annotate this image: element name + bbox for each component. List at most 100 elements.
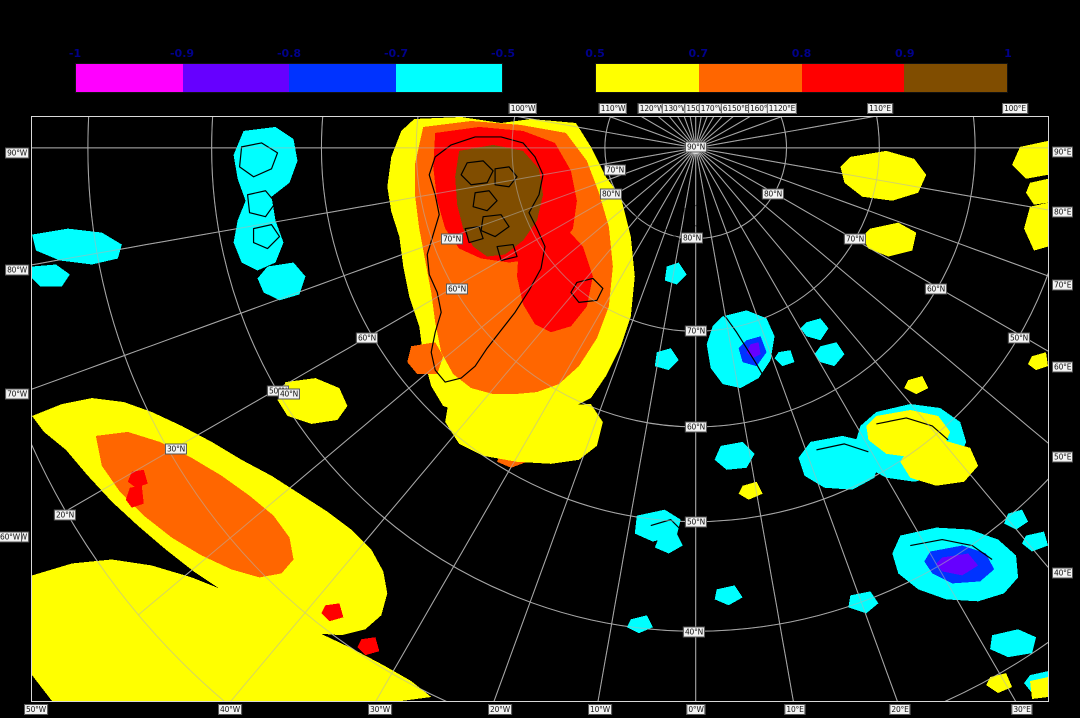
graticule-label-19: 70°N xyxy=(603,164,627,176)
graticule-label-10: 70°N xyxy=(440,233,464,245)
left-longitude-label-0: 90°W xyxy=(5,147,29,159)
bottom-longitude-label-8: 30°E xyxy=(1011,704,1033,715)
graticule-label-9: 50°N xyxy=(1007,332,1031,344)
positive-colorbar-segment-3 xyxy=(904,64,1007,92)
correlation-blob-cyan-bottom-2 xyxy=(654,533,683,554)
graticule-label-7: 70°N xyxy=(843,233,867,245)
correlation-blob-baffin-cyan xyxy=(233,126,298,271)
graticule-label-5: 40°N xyxy=(682,626,706,638)
positive-colorbar-segment-1 xyxy=(698,64,802,92)
graticule-label-0: 90°N xyxy=(684,141,708,153)
map-plot-area xyxy=(31,116,1049,702)
correlation-blob-cyan-se-2 xyxy=(1022,531,1048,552)
correlation-blob-atlantic-yellow-lobe xyxy=(32,559,432,701)
positive-colorbar-gradient xyxy=(595,63,1008,93)
map-raster-and-graticule xyxy=(32,117,1048,701)
graticule-label-4: 50°N xyxy=(684,516,708,528)
graticule-label-15: 30°N xyxy=(164,443,188,455)
right-longitude-label-1: 80°E xyxy=(1052,206,1074,218)
bottom-longitude-label-7: 20°E xyxy=(889,704,911,715)
negative-colorbar-segment-2 xyxy=(289,64,396,92)
top-longitude-label-1: 110°W xyxy=(598,103,628,114)
correlation-blob-eurasia-yellow-6 xyxy=(904,376,929,395)
positive-colorbar-segment-2 xyxy=(801,64,905,92)
correlation-blob-baffin-cyan-2 xyxy=(257,262,306,301)
correlation-blob-right-yellow-tall xyxy=(1024,202,1048,251)
negative-colorbar-tick-label-4: -0.5 xyxy=(490,47,516,60)
correlation-blob-left-cyan-small xyxy=(32,264,70,287)
negative-colorbar-tick-label-3: -0.7 xyxy=(383,47,409,60)
positive-colorbar-tick-label-0: 0.5 xyxy=(585,47,605,60)
negative-colorbar-tick-label-0: -1 xyxy=(68,47,82,60)
positive-colorbar-tick-label-4: 1 xyxy=(1004,47,1012,60)
positive-colorbar-ticks: 0.5 0.7 0.8 0.9 1 xyxy=(585,46,1012,62)
positive-colorbar-tick-label-3: 0.9 xyxy=(895,47,915,60)
negative-colorbar-segment-3 xyxy=(395,64,502,92)
correlation-blob-cyan-se-3 xyxy=(990,629,1037,658)
top-longitude-label-10: 100°E xyxy=(1002,103,1028,114)
correlation-blob-eurasia-yellow-2 xyxy=(862,222,917,257)
correlation-blob-atlantic-red-4 xyxy=(357,637,380,656)
right-longitude-label-3: 60°E xyxy=(1052,361,1074,373)
negative-colorbar-tick-label-2: -0.8 xyxy=(276,47,302,60)
correlation-blob-greenland-brown xyxy=(455,144,543,257)
correlation-blob-se-violet-core xyxy=(936,553,979,576)
graticule-label-11: 60°N xyxy=(445,283,469,295)
negative-correlation-colorbar: -1 -0.9 -0.8 -0.7 -0.5 xyxy=(69,47,515,93)
left-longitude-label-1: 80°W xyxy=(5,264,29,276)
correlation-blob-eurasia-yellow-4 xyxy=(1026,178,1048,205)
correlation-blob-cyan-speck-4 xyxy=(664,262,687,285)
graticule-label-2: 70°N xyxy=(684,325,708,337)
graticule-label-12: 60°N xyxy=(355,332,379,344)
right-longitude-label-0: 90°E xyxy=(1052,146,1074,158)
correlation-blob-cyan-speck-5 xyxy=(654,348,679,371)
bottom-longitude-label-2: 30°W xyxy=(368,704,392,715)
left-longitude-label-2: 70°W xyxy=(5,388,29,400)
top-longitude-label-0: 100°W xyxy=(508,103,538,114)
graticule-label-16: 20°N xyxy=(53,509,77,521)
bottom-longitude-label-3: 20°W xyxy=(488,704,512,715)
correlation-blob-atlantic-red-3 xyxy=(321,603,344,622)
correlation-blob-cyan-se-5 xyxy=(848,591,879,614)
negative-colorbar-tick-label-1: -0.9 xyxy=(169,47,195,60)
bottom-longitude-label-5: 0°W xyxy=(686,704,706,715)
positive-correlation-colorbar: 0.5 0.7 0.8 0.9 1 xyxy=(585,47,1012,93)
correlation-blob-asia-cyan-mid xyxy=(714,441,755,470)
graticule-label-18: 80°N xyxy=(599,188,623,200)
right-longitude-label-4: 50°E xyxy=(1052,451,1074,463)
correlation-blob-cyan-bottom-3 xyxy=(714,585,743,606)
coastlines xyxy=(238,136,993,560)
correlation-blob-atlantic-orange-core xyxy=(95,431,294,578)
graticule-label-1: 80°N xyxy=(680,232,704,244)
top-longitude-label-8: 1120°E xyxy=(766,103,798,114)
positive-colorbar-tick-label-2: 0.8 xyxy=(791,47,812,60)
correlation-blob-cyan-bottom-1 xyxy=(634,509,681,542)
graticule-label-6: 80°N xyxy=(761,188,785,200)
correlation-blob-cyan-bottom-4 xyxy=(626,615,653,634)
correlation-blob-bottom-yellow-2 xyxy=(1030,677,1048,700)
correlation-blob-bottom-yellow-1 xyxy=(986,673,1013,694)
correlation-blob-greenland-south-yellow xyxy=(445,398,603,464)
bottom-longitude-label-4: 10°W xyxy=(588,704,612,715)
top-longitude-label-6: 6150°E xyxy=(720,103,752,114)
negative-colorbar-ticks: -1 -0.9 -0.8 -0.7 -0.5 xyxy=(69,46,515,62)
negative-colorbar-gradient xyxy=(75,63,503,93)
correlation-blob-midright-yellow-2 xyxy=(900,439,979,486)
correlation-blob-cyan-se-1 xyxy=(1004,509,1029,530)
correlation-blob-atlantic-red-2 xyxy=(125,485,144,508)
negative-colorbar-segment-1 xyxy=(182,64,289,92)
correlation-blob-eurasia-yellow-5 xyxy=(892,156,907,171)
graticule-label-3: 60°N xyxy=(684,421,708,433)
negative-colorbar-segment-0 xyxy=(76,64,183,92)
correlation-blob-eurasia-yellow-3 xyxy=(1012,140,1048,179)
correlation-blob-cyan-speck-3 xyxy=(774,350,795,367)
positive-colorbar-tick-label-1: 0.7 xyxy=(688,47,709,60)
bottom-longitude-label-1: 40°W xyxy=(218,704,242,715)
right-longitude-label-5: 40°E xyxy=(1052,567,1074,579)
correlation-blob-atlantic-red-1 xyxy=(127,469,148,488)
graticule-label-17: 60°W xyxy=(0,531,22,543)
correlation-blob-greenland-sw-orange xyxy=(407,342,444,375)
graticule-label-8: 60°N xyxy=(924,283,948,295)
correlation-blob-eurasia-yellow-7 xyxy=(1028,352,1048,371)
right-longitude-label-2: 70°E xyxy=(1052,279,1074,291)
